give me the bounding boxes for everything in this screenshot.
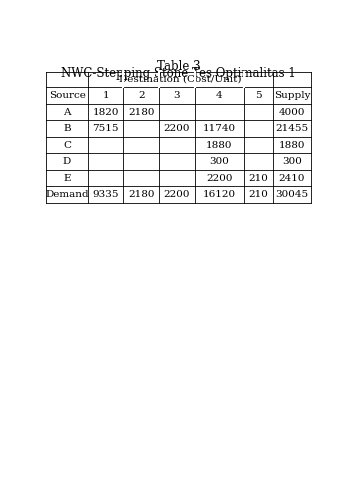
Text: 21455: 21455 bbox=[275, 124, 309, 133]
Text: 30045: 30045 bbox=[275, 190, 309, 199]
Text: Source: Source bbox=[49, 91, 86, 100]
Text: 300: 300 bbox=[209, 157, 229, 166]
Text: 2200: 2200 bbox=[164, 190, 190, 199]
Text: 2410: 2410 bbox=[279, 173, 305, 183]
Text: B: B bbox=[63, 124, 71, 133]
Text: 2180: 2180 bbox=[128, 108, 155, 116]
Text: 4: 4 bbox=[216, 91, 223, 100]
Text: C: C bbox=[63, 141, 71, 150]
Text: Table 3: Table 3 bbox=[157, 59, 200, 73]
Text: 9335: 9335 bbox=[93, 190, 119, 199]
Text: Demand: Demand bbox=[45, 190, 89, 199]
Text: 2200: 2200 bbox=[206, 173, 232, 183]
Text: 210: 210 bbox=[249, 173, 269, 183]
Text: 5: 5 bbox=[255, 91, 262, 100]
Text: NWC-Stepping Stone Tes Optimalitas 1: NWC-Stepping Stone Tes Optimalitas 1 bbox=[61, 67, 296, 80]
Text: 1820: 1820 bbox=[93, 108, 119, 116]
Text: 4000: 4000 bbox=[279, 108, 305, 116]
Text: 2200: 2200 bbox=[164, 124, 190, 133]
Text: 210: 210 bbox=[249, 190, 269, 199]
Text: 2180: 2180 bbox=[128, 190, 155, 199]
Text: Destination (Cost/Unit): Destination (Cost/Unit) bbox=[119, 75, 242, 84]
Text: E: E bbox=[63, 173, 71, 183]
Text: 11740: 11740 bbox=[203, 124, 236, 133]
Text: 7515: 7515 bbox=[93, 124, 119, 133]
Text: 1: 1 bbox=[102, 91, 109, 100]
Text: D: D bbox=[63, 157, 71, 166]
Text: 2: 2 bbox=[138, 91, 144, 100]
Text: 1880: 1880 bbox=[279, 141, 305, 150]
Text: A: A bbox=[63, 108, 71, 116]
Text: 16120: 16120 bbox=[203, 190, 236, 199]
Text: Supply: Supply bbox=[274, 91, 310, 100]
Text: 1880: 1880 bbox=[206, 141, 232, 150]
Text: 3: 3 bbox=[174, 91, 180, 100]
Text: 300: 300 bbox=[282, 157, 302, 166]
